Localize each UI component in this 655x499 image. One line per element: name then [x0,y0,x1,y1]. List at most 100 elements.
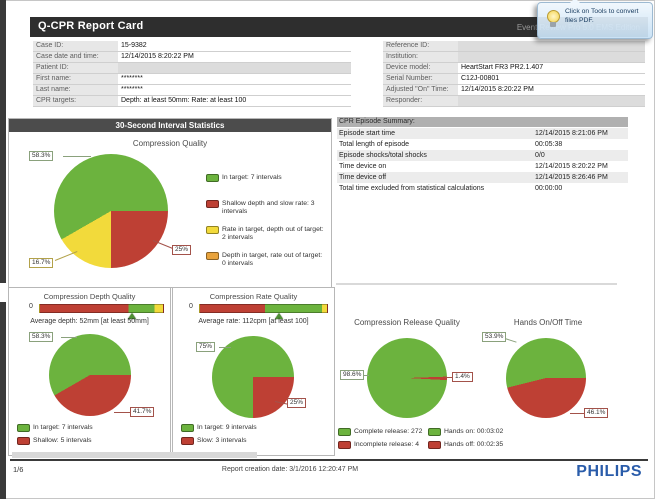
field-value [458,96,645,106]
gauge-zero-label: 0 [29,303,33,310]
field-label: Last name: [33,85,118,95]
green-swatch-icon [181,424,194,432]
field-value [458,52,645,62]
field-reference-id: Reference ID: [383,41,645,52]
average-depth-text: Average depth: 52mm [at least 50mm] [30,318,149,325]
field-value: HeartStart FR3 PR2.1.407 [461,64,544,71]
release-quality-pie [367,338,447,418]
balloon-text: Click on Tools to convert files PDF. [565,8,639,24]
field-patient-id: Patient ID: [33,63,351,74]
rate-quality-pie [212,336,294,418]
summary-row: Total length of episode 00:05:38 [339,141,563,148]
interval-stats-header: 30-Second Interval Statistics [9,119,331,132]
summary-row: Episode start time 12/14/2015 8:21:06 PM [337,128,628,139]
page-number: 1/6 [13,465,24,474]
depth-quality-title: Compression Depth Quality [43,292,136,301]
summary-row: Time device on 12/14/2015 8:20:22 PM [339,163,608,170]
field-value: 12/14/2015 8:20:22 PM [461,86,534,93]
depth-marker-icon [128,313,137,319]
balloon-pointer [570,0,580,3]
field-first-name: First name: ******** [33,74,351,85]
footer-rule [10,459,648,461]
field-label: CPR targets: [33,96,118,106]
hands-time-title: Hands On/Off Time [513,318,583,327]
lightbulb-icon [546,10,560,30]
horizontal-scrollbar-thumb[interactable] [12,452,257,458]
field-responder: Responder: [383,96,645,107]
green-swatch-icon [338,428,351,436]
edge-notch [0,283,6,302]
field-case-date: Case date and time: 12/14/2015 8:20:22 P… [33,52,351,63]
field-value: 12/14/2015 8:20:22 PM [121,53,194,60]
field-label: Reference ID: [383,41,458,51]
field-value: 15-9382 [121,42,147,49]
report-title: Q-CPR Report Card [38,20,144,32]
depth-quality-panel: Compression Depth Quality 0 Average dept… [8,287,171,456]
philips-logo: PHILIPS [576,463,642,480]
field-institution: Institution: [383,52,645,63]
compression-quality-pie [54,154,168,268]
field-value: ******** [121,75,143,82]
field-value: C12J-00801 [461,75,500,82]
depth-quality-pie [49,334,131,416]
section-divider [336,283,617,285]
yellow-swatch-icon [206,226,219,234]
field-case-id: Case ID: 15-9382 [33,41,351,52]
field-value [118,63,351,73]
field-label: Case ID: [33,41,118,51]
red-swatch-icon [181,437,194,445]
field-device-model: Device model: HeartStart FR3 PR2.1.407 [383,63,645,74]
pct-label-red: 41.7% [130,407,155,417]
field-label: Serial Number: [383,74,458,84]
field-label: Adjusted "On" Time: [383,85,458,95]
pct-label-red: 25% [172,245,192,255]
field-label: Responder: [383,96,458,106]
gauge-zero-label: 0 [189,303,193,310]
field-label: First name: [33,74,118,84]
window-edge-strip [0,0,6,499]
green-swatch-icon [206,174,219,182]
pct-label-green: 98.6% [340,370,365,380]
pct-label-red: 25% [287,398,307,408]
summary-row: Time device off 12/14/2015 8:26:46 PM [337,172,628,183]
pct-label-yellow: 16.7% [29,258,54,268]
red-swatch-icon [17,437,30,445]
red-swatch-icon [206,200,219,208]
pdf-hint-balloon[interactable]: Click on Tools to convert files PDF. [537,0,653,39]
field-label: Device model: [383,63,458,73]
field-value [458,41,645,51]
rate-quality-panel: Compression Rate Quality 0 Average rate:… [172,287,335,456]
green-swatch-icon [17,424,30,432]
pct-label-red: 46.1% [584,408,609,418]
field-adjusted-on-time: Adjusted "On" Time: 12/14/2015 8:20:22 P… [383,85,645,96]
field-label: Institution: [383,52,458,62]
pct-label-green: 58.3% [29,332,54,342]
rate-gauge [199,304,328,319]
compression-quality-title: Compression Quality [132,139,208,148]
field-value: Depth: at least 50mm: Rate: at least 100 [121,97,247,104]
pct-label-red: 1.4% [452,372,473,382]
field-label: Case date and time: [33,52,118,62]
rate-quality-title: Compression Rate Quality [209,292,298,301]
pct-label-green: 58.3% [29,151,54,161]
pct-label-green: 75% [196,342,216,352]
summary-row: Total time excluded from statistical cal… [339,185,563,192]
hands-time-pie [506,338,586,418]
pct-label-green: 53.9% [482,332,507,342]
field-value: ******** [121,86,143,93]
average-rate-text: Average rate: 112cpm [at least 100] [198,318,309,325]
orange-swatch-icon [206,252,219,260]
episode-summary-header: CPR Episode Summary: [337,117,628,127]
field-label: Patient ID: [33,63,118,73]
field-last-name: Last name: ******** [33,85,351,96]
field-serial-number: Serial Number: C12J-00801 [383,74,645,85]
rate-marker-icon [274,313,283,319]
green-swatch-icon [428,428,441,436]
red-swatch-icon [338,441,351,449]
interval-stats-panel: 30-Second Interval Statistics Compressio… [8,118,332,288]
release-quality-title: Compression Release Quality [354,318,460,327]
depth-gauge [39,304,164,319]
field-cpr-targets: CPR targets: Depth: at least 50mm: Rate:… [33,96,351,107]
report-creation-date: Report creation date: 3/1/2016 12:20:47 … [221,466,359,473]
summary-row: Episode shocks/total shocks 0/0 [337,150,628,161]
